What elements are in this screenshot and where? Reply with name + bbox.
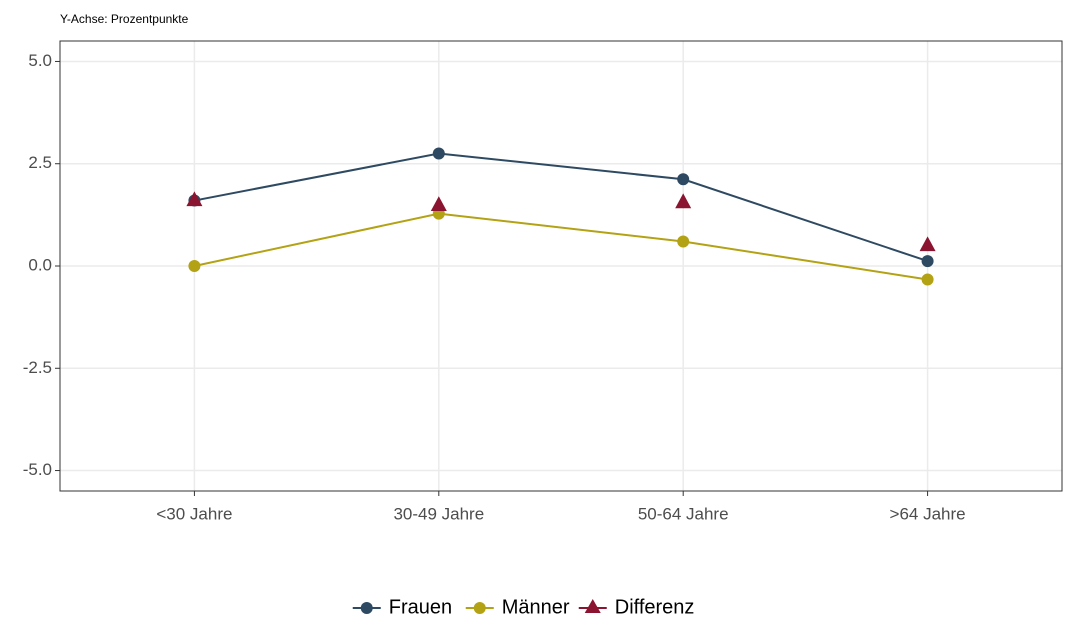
data-point xyxy=(432,147,445,160)
y-tick-label: 0.0 xyxy=(28,255,52,274)
series-line xyxy=(194,212,928,281)
data-point xyxy=(677,173,690,186)
data-point xyxy=(919,236,936,252)
legend-label: Differenz xyxy=(615,596,695,618)
data-point xyxy=(186,191,203,207)
series-line xyxy=(194,152,928,263)
x-tick-label: 30-49 Jahre xyxy=(393,504,484,523)
legend-marker xyxy=(584,599,601,613)
legend-label: Männer xyxy=(502,596,570,618)
data-point xyxy=(921,273,934,286)
y-tick-label: -2.5 xyxy=(23,358,52,377)
x-tick-label: <30 Jahre xyxy=(156,504,232,523)
y-tick-label: 5.0 xyxy=(28,51,52,70)
legend-marker xyxy=(473,602,486,614)
y-tick-label: -5.0 xyxy=(23,460,52,479)
legend-marker xyxy=(360,602,373,614)
legend-label: Frauen xyxy=(389,596,452,618)
x-tick-label: >64 Jahre xyxy=(890,504,966,523)
data-point xyxy=(921,255,934,268)
data-point xyxy=(430,196,447,212)
x-tick-label: 50-64 Jahre xyxy=(638,504,729,523)
chart-subtitle: Y-Achse: Prozentpunkte xyxy=(60,12,189,26)
y-tick-label: 2.5 xyxy=(28,153,52,172)
data-point xyxy=(677,235,690,248)
data-point xyxy=(675,193,692,209)
panel-border xyxy=(59,40,1063,492)
data-point xyxy=(188,260,201,272)
